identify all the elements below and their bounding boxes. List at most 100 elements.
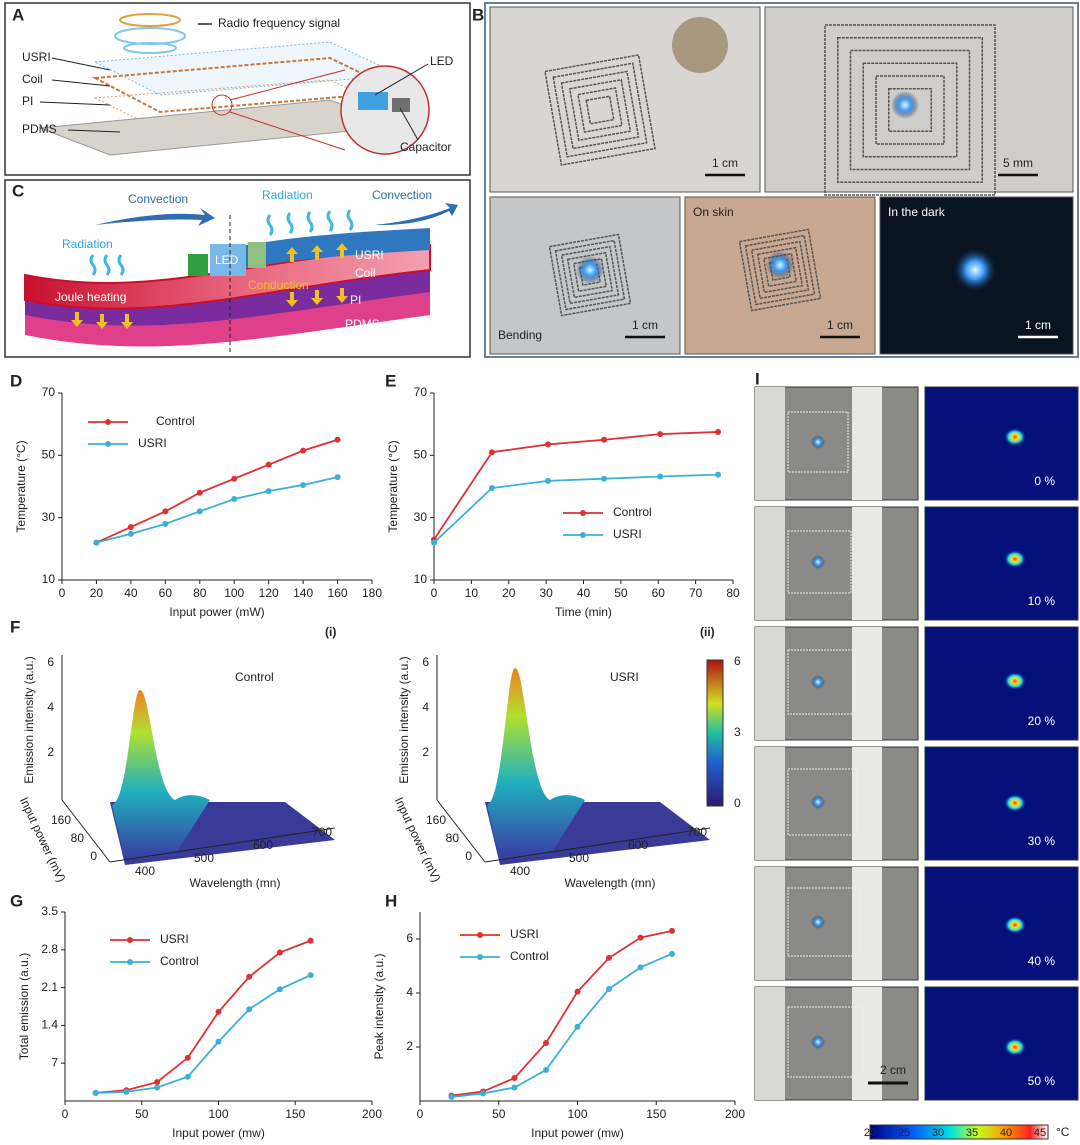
zoom-ring	[211, 94, 233, 116]
data-point	[162, 508, 169, 515]
radiation-label: Radiation	[262, 188, 313, 202]
panel-label: H	[385, 891, 397, 910]
coil-trace	[744, 234, 816, 306]
x-tick-label: 10	[465, 586, 479, 600]
y-axis-label: Temperature (°C)	[386, 440, 400, 532]
clamp	[755, 387, 785, 500]
z-tick-label: 6	[47, 655, 54, 669]
wave-tick-label: 400	[135, 864, 155, 878]
data-point	[669, 927, 675, 934]
colorbar	[706, 659, 724, 807]
led-glow	[953, 248, 997, 292]
pdms-label: PDMS	[345, 317, 380, 331]
data-point	[601, 475, 608, 482]
x-tick-label: 50	[135, 1107, 149, 1121]
wave-tick-label: 700	[687, 825, 707, 839]
legend-dot	[477, 954, 483, 960]
series-line	[96, 476, 338, 544]
data-point	[265, 488, 272, 495]
power-tick-label: 160	[51, 813, 71, 827]
led-glow	[811, 555, 825, 569]
heat-arrows	[71, 243, 348, 329]
data-point	[184, 1054, 191, 1061]
coil-trace	[824, 24, 996, 196]
convection-label: Convection	[128, 192, 188, 206]
data-point	[184, 1073, 191, 1080]
thermal	[924, 386, 1079, 501]
colorbar-tick-label: 0	[734, 796, 741, 810]
series-line	[433, 473, 719, 544]
data-point	[488, 449, 495, 456]
axis	[61, 799, 111, 863]
wave-tick-label: 500	[569, 851, 589, 865]
panel-label: I	[755, 369, 760, 388]
coil-trace	[552, 62, 648, 158]
legend-dot	[580, 510, 586, 516]
colorbar-tick-label: 25	[898, 1127, 910, 1139]
y-axis-label: Total emission (a.u.)	[17, 953, 31, 1060]
coil-trace	[750, 240, 810, 300]
power-axis-label: Input power (mV)	[17, 795, 69, 884]
legend-label: Control	[156, 414, 195, 428]
legend-dot	[105, 441, 111, 447]
x-tick-label: 50	[614, 586, 628, 600]
wave-tick-label: 600	[628, 838, 648, 852]
wave-tick-label: 600	[253, 838, 273, 852]
series-line	[95, 974, 311, 1094]
layer-label: PI	[22, 94, 33, 108]
y-tick-label: 70	[42, 385, 56, 399]
data-point	[127, 530, 134, 537]
coil-trace	[560, 70, 640, 150]
x-tick-label: 70	[689, 586, 703, 600]
z-tick-label: 2	[422, 745, 429, 759]
hot-spot	[1004, 916, 1026, 934]
data-point	[154, 1084, 161, 1091]
data-point	[657, 431, 664, 438]
power-tick-label: 80	[71, 831, 85, 845]
data-point	[127, 524, 134, 531]
x-tick-label: 0	[59, 586, 66, 600]
series-line	[96, 438, 338, 544]
coil-trace	[837, 37, 983, 183]
panel-label: D	[10, 371, 22, 390]
data-point	[606, 954, 612, 961]
panel-f: F (i)Control246080160400500600700Emission…	[10, 617, 741, 890]
clamp	[852, 507, 882, 620]
y-tick-label: 1.4	[41, 1018, 58, 1032]
data-point	[601, 436, 608, 443]
data-point	[246, 1006, 253, 1013]
panel-b: B 1 cm 5 mm 1 cm Bending 1 cm On skin 1 cm In t…	[472, 2, 1079, 358]
data-point	[196, 489, 203, 496]
y-tick-label: 70	[414, 385, 428, 399]
y-tick-label: 7	[51, 1055, 58, 1069]
coil-trace	[888, 88, 932, 132]
data-point	[265, 461, 272, 468]
plot-tag: (i)	[325, 625, 336, 639]
coil-trace	[849, 49, 971, 171]
y-tick-label: 30	[414, 510, 428, 524]
y-axis-label: Temperature (°C)	[14, 440, 28, 532]
hot-spot	[1004, 1038, 1026, 1056]
power-tick-label: 0	[465, 849, 472, 863]
x-tick-label: 60	[159, 586, 173, 600]
wave-tick-label: 700	[312, 825, 332, 839]
led-glow	[766, 251, 794, 279]
legend-label: USRI	[613, 527, 642, 541]
layer-label: Coil	[22, 72, 43, 86]
scale-label: 2 cm	[880, 1063, 906, 1077]
scale-label: 1 cm	[632, 318, 658, 332]
led-glow	[811, 435, 825, 449]
photo-caption: In the dark	[888, 205, 946, 219]
hot-spot	[1004, 672, 1026, 690]
x-tick-label: 0	[417, 1107, 424, 1121]
data-point	[215, 1038, 222, 1045]
y-tick-label: 10	[414, 572, 428, 586]
panel-label: F	[10, 617, 20, 636]
legend-label: Control	[160, 954, 199, 968]
sample	[787, 887, 861, 957]
z-axis-label: Emission intensity (a.u.)	[22, 656, 36, 783]
strain-label: 20 %	[1028, 714, 1056, 728]
x-tick-label: 80	[726, 586, 740, 600]
colorbar-tick-label: 30	[932, 1127, 944, 1139]
